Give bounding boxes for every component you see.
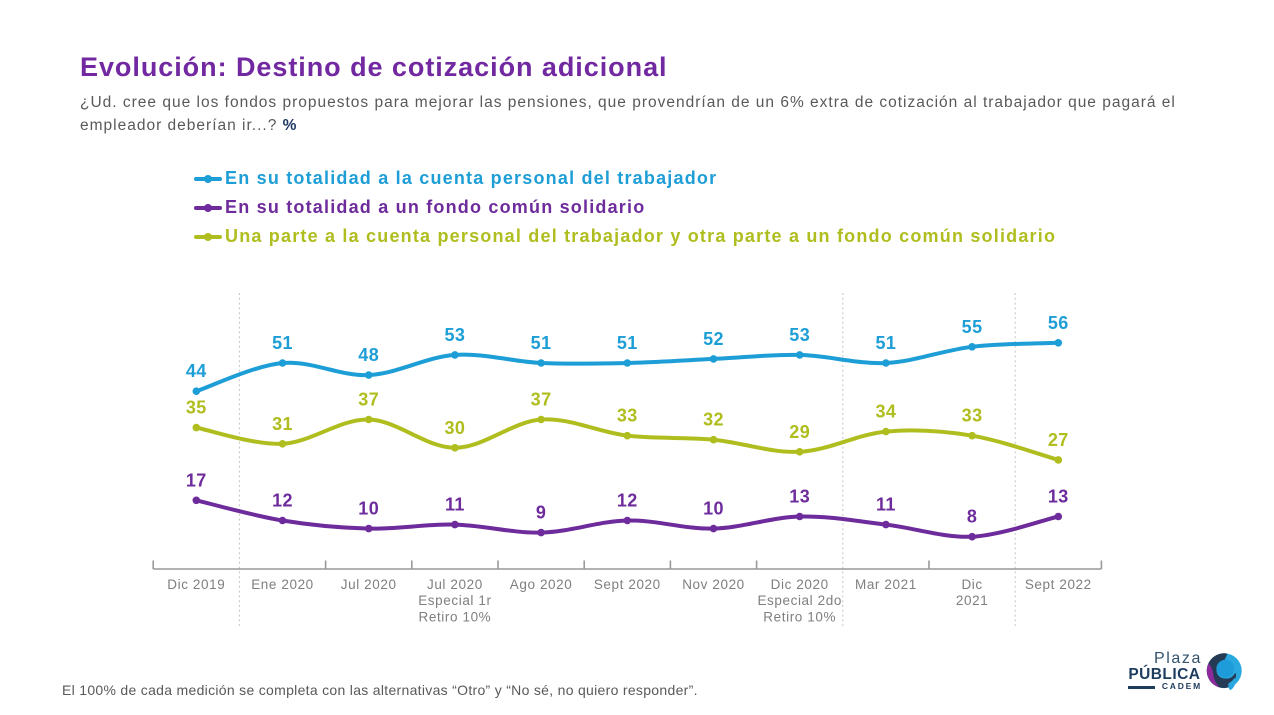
svg-text:48: 48: [358, 345, 379, 365]
svg-text:33: 33: [617, 406, 638, 426]
svg-text:35: 35: [186, 398, 207, 418]
svg-text:53: 53: [444, 325, 465, 345]
svg-text:30: 30: [444, 418, 465, 438]
svg-text:13: 13: [1048, 487, 1069, 507]
svg-text:13: 13: [789, 487, 810, 507]
svg-text:51: 51: [617, 333, 638, 353]
svg-text:10: 10: [358, 499, 379, 519]
svg-text:32: 32: [703, 410, 724, 430]
svg-text:11: 11: [445, 495, 465, 515]
svg-text:12: 12: [617, 491, 638, 511]
svg-text:55: 55: [962, 317, 983, 337]
svg-text:56: 56: [1048, 313, 1069, 333]
svg-text:8: 8: [967, 507, 977, 527]
svg-text:Dic: Dic: [961, 577, 982, 592]
svg-text:Jul 2020: Jul 2020: [341, 577, 397, 592]
svg-text:33: 33: [962, 406, 983, 426]
svg-text:34: 34: [875, 402, 896, 422]
svg-text:Ene 2020: Ene 2020: [251, 577, 314, 592]
svg-text:31: 31: [272, 414, 293, 434]
svg-text:29: 29: [789, 422, 810, 442]
svg-text:37: 37: [358, 390, 379, 410]
svg-text:9: 9: [536, 503, 546, 523]
svg-text:11: 11: [876, 495, 896, 515]
svg-text:51: 51: [875, 333, 896, 353]
svg-text:27: 27: [1048, 430, 1069, 450]
svg-text:52: 52: [703, 329, 724, 349]
svg-text:2021: 2021: [956, 593, 988, 608]
svg-text:53: 53: [789, 325, 810, 345]
svg-text:Mar 2021: Mar 2021: [855, 577, 917, 592]
svg-text:37: 37: [531, 390, 552, 410]
svg-text:12: 12: [272, 491, 293, 511]
svg-text:Sept 2022: Sept 2022: [1025, 577, 1092, 592]
svg-text:Sept 2020: Sept 2020: [594, 577, 661, 592]
svg-text:Retiro 10%: Retiro 10%: [763, 609, 836, 624]
svg-text:44: 44: [186, 361, 207, 381]
svg-text:51: 51: [272, 333, 293, 353]
svg-text:17: 17: [186, 470, 207, 490]
svg-text:Nov 2020: Nov 2020: [682, 577, 745, 592]
svg-text:Especial 2do: Especial 2do: [757, 593, 842, 608]
svg-text:51: 51: [531, 333, 552, 353]
svg-text:Retiro 10%: Retiro 10%: [419, 609, 492, 624]
svg-text:10: 10: [703, 499, 724, 519]
svg-text:Especial 1r: Especial 1r: [418, 593, 491, 608]
svg-text:Ago 2020: Ago 2020: [510, 577, 573, 592]
svg-text:Dic 2019: Dic 2019: [167, 577, 225, 592]
svg-text:Dic 2020: Dic 2020: [771, 577, 829, 592]
svg-text:Jul 2020: Jul 2020: [427, 577, 483, 592]
